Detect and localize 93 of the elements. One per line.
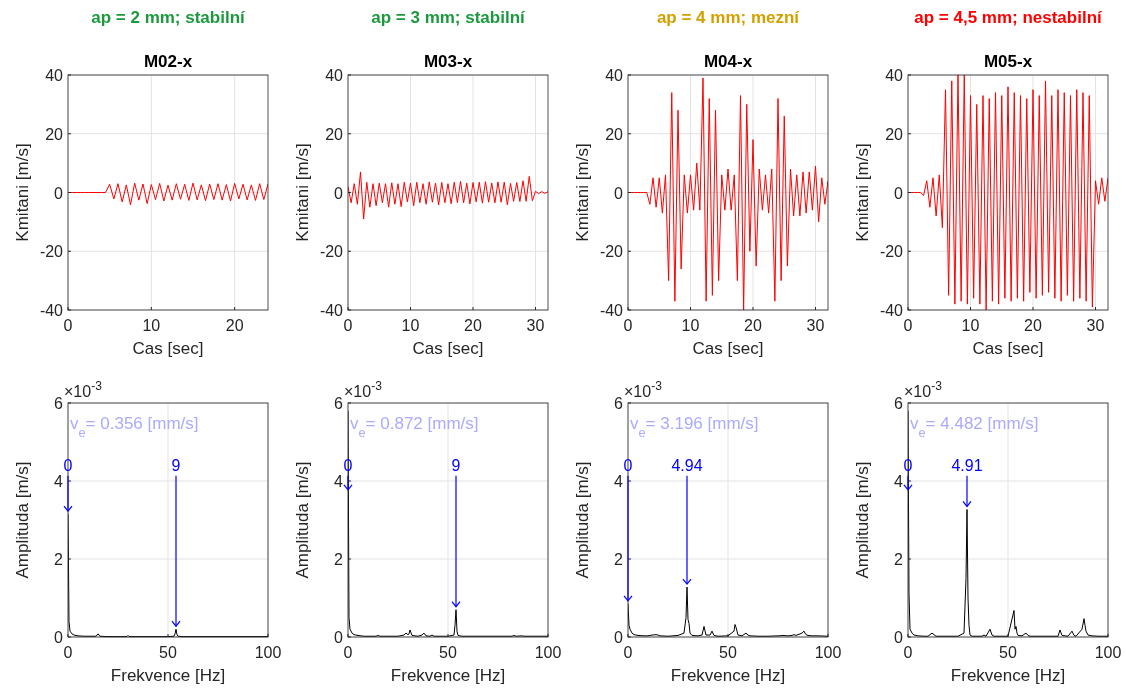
y-axis-title: Amplituda [m/s] [13,461,32,579]
chart-subtitle: ap = 3 mm; stabilní [371,8,527,27]
y-tick-label: -40 [39,302,64,319]
x-tick-label: 10 [961,317,980,334]
y-tick-label: -20 [319,243,344,261]
text: ×10$^{-3}$ [344,379,383,400]
x-tick-label: 100 [534,644,562,661]
y-tick-label: 0 [54,184,64,202]
chart-title: M04-x [703,52,753,71]
line-series [68,182,268,206]
chart-title: M05-x [983,52,1033,71]
y-tick-label: 2 [54,551,64,568]
annotation: v$_{e}$= 0.872 [mm/s] [350,414,479,440]
annotation: 9 [171,456,181,474]
annotation: v$_{e}$= 0.356 [mm/s] [70,414,199,440]
x-tick-label: 20 [1024,317,1042,334]
x-axis-title: Cas [sec] [972,339,1044,358]
y-tick-label: 4 [614,473,624,490]
x-axis-title: Frekvence [Hz] [670,666,786,685]
x-tick-label: 20 [744,317,762,334]
chart-subtitle: ap = 4 mm; mezní [656,8,801,27]
y-axis-title: Kmitani [m/s] [293,143,312,242]
x-tick-label: 20 [464,317,482,334]
y-tick-label: 40 [885,67,904,84]
y-tick-label: -20 [599,243,624,261]
y-tick-label: 0 [614,629,624,646]
y-axis-title: Amplituda [m/s] [853,461,872,579]
chart-title: M02-x [143,52,193,71]
y-tick-label: 6 [614,395,624,412]
y-tick-label: -40 [319,302,344,319]
x-tick-label: 30 [526,317,545,334]
y-tick-label: 4 [54,473,64,490]
y-axis-title: Kmitani [m/s] [853,143,872,242]
x-tick-label: 100 [254,644,282,661]
chart-title: M03-x [423,52,473,71]
y-tick-label: 6 [894,395,904,412]
x-tick-label: 50 [719,644,737,661]
annotation: 9 [451,456,461,474]
y-tick-label: 2 [614,551,624,568]
y-axis-title: Kmitani [m/s] [573,143,592,242]
x-axis-title: Frekvence [Hz] [950,666,1066,685]
y-axis-title: Amplituda [m/s] [293,461,312,579]
y-tick-label: -20 [39,243,64,261]
y-tick-label: 0 [614,184,624,202]
text: ×10$^{-3}$ [624,379,663,400]
annotation: v$_{e}$= 4.482 [mm/s] [910,414,1039,440]
y-tick-label: 0 [334,629,344,646]
line-series [348,171,548,220]
x-tick-label: 10 [401,317,420,334]
x-tick-label: 10 [142,317,161,334]
y-tick-label: 2 [334,551,344,568]
y-tick-label: -20 [879,243,904,261]
x-tick-label: 50 [159,644,177,661]
x-tick-label: 10 [681,317,700,334]
x-axis-title: Cas [sec] [412,339,484,358]
y-tick-label: 20 [325,125,344,143]
text: ×10$^{-3}$ [64,379,103,400]
annotation: v$_{e}$= 3.196 [mm/s] [630,414,759,440]
y-tick-label: 20 [45,125,64,143]
y-tick-label: 2 [894,551,904,568]
annotation: 4.94 [671,456,703,474]
chart-subtitle: ap = 2 mm; stabilní [91,8,247,27]
chart-subtitle: ap = 4,5 mm; nestabilní [914,8,1104,27]
y-tick-label: 4 [894,473,904,490]
x-tick-label: 30 [1086,317,1105,334]
annotation: 4.91 [951,456,983,474]
y-tick-label: 40 [325,67,344,84]
x-tick-label: 100 [1094,644,1122,661]
x-tick-label: 50 [439,644,457,661]
x-tick-label: 30 [806,317,825,334]
y-tick-label: 0 [894,629,904,646]
y-tick-label: 0 [334,184,344,202]
x-axis-title: Cas [sec] [132,339,204,358]
y-tick-label: 20 [885,125,904,143]
y-axis-title: Amplituda [m/s] [573,461,592,579]
y-axis-title: Kmitani [m/s] [13,143,32,242]
y-tick-label: 40 [605,67,624,84]
y-tick-label: 4 [334,473,344,490]
y-tick-label: 6 [334,395,344,412]
x-axis-title: Frekvence [Hz] [110,666,226,685]
y-tick-label: 20 [605,125,624,143]
y-tick-label: 0 [54,629,64,646]
x-tick-label: 20 [225,317,244,334]
y-tick-label: -40 [879,302,904,319]
x-tick-label: 50 [999,644,1017,661]
y-tick-label: 6 [54,395,64,412]
y-tick-label: 40 [45,67,64,84]
y-tick-label: 0 [894,184,904,202]
text: ×10$^{-3}$ [904,379,943,400]
x-axis-title: Frekvence [Hz] [390,666,506,685]
x-axis-title: Cas [sec] [692,339,764,358]
x-tick-label: 100 [814,644,842,661]
y-tick-label: -40 [599,302,624,319]
